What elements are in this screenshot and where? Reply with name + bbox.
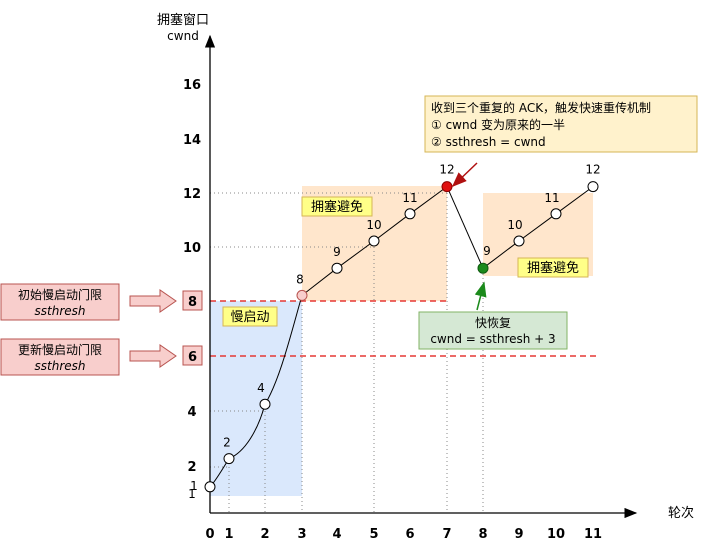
cwnd-series-line <box>446 186 484 269</box>
loss-callout-line3: ② ssthresh = cwnd <box>431 135 546 149</box>
initial-ssthresh-label-1: 初始慢启动门限 <box>18 287 102 302</box>
y-tick: 4 <box>187 405 196 420</box>
point-label: 10 <box>366 218 381 232</box>
cwnd-point <box>550 208 562 220</box>
cwnd-curves <box>209 186 594 488</box>
x-tick: 9 <box>514 527 523 542</box>
avoid-label-1: 拥塞避免 <box>311 199 363 215</box>
x-tick: 1 <box>224 527 233 542</box>
avoid-label-box-1 <box>301 196 373 217</box>
updated-ssthresh-label-2: ssthresh <box>35 359 86 373</box>
y-tick: 14 <box>183 133 201 148</box>
y-tick: 1 <box>188 487 196 501</box>
point-label: 12 <box>439 163 454 177</box>
point-label: 12 <box>585 163 600 177</box>
block-arrow-updated <box>129 344 177 368</box>
slow-start-region <box>210 301 302 496</box>
point-label: 9 <box>483 244 491 258</box>
cwnd-point <box>404 208 416 220</box>
initial-ssthresh-label-box <box>0 283 120 321</box>
point-label: 2 <box>223 436 231 450</box>
cwnd-point <box>259 398 271 410</box>
cwnd-point <box>477 262 489 274</box>
x-tick: 5 <box>369 527 378 542</box>
point-label: 4 <box>257 381 265 395</box>
y-tick: 16 <box>183 78 201 93</box>
point-label: 8 <box>296 272 304 286</box>
x-tick: 11 <box>584 527 602 542</box>
avoid-label-2: 拥塞避免 <box>527 260 579 276</box>
cwnd-point <box>513 235 525 247</box>
cwnd-point <box>587 181 599 193</box>
x-axis-title: 轮次 <box>668 505 694 521</box>
loss-arrow <box>451 162 478 188</box>
loss-callout <box>424 95 698 153</box>
cwnd-series-line <box>209 186 448 488</box>
point-label: 11 <box>544 191 559 205</box>
updated-ssthresh-label-1: 更新慢启动门限 <box>18 342 102 357</box>
loss-callout-line2: ① cwnd 变为原来的一半 <box>431 117 565 132</box>
x-tick: 2 <box>260 527 269 542</box>
loss-callout-line1: 收到三个重复的 ACK，触发快速重传机制 <box>431 100 651 115</box>
ssthresh-initial-value: 8 <box>188 295 197 310</box>
y-tick: 2 <box>187 460 196 475</box>
y-axis-title-2: cwnd <box>167 29 199 43</box>
slow-start-label: 慢启动 <box>230 309 269 325</box>
x-tick: 6 <box>405 527 414 542</box>
x-ticks: 0 1 2 3 4 5 6 7 8 9 10 11 <box>205 527 602 542</box>
x-tick: 4 <box>332 527 341 542</box>
point-label: 1 <box>190 479 198 493</box>
x-tick: 8 <box>478 527 487 542</box>
cwnd-point <box>331 262 343 274</box>
cwnd-point <box>368 235 380 247</box>
recovery-callout-line1: 快恢复 <box>475 316 511 330</box>
x-tick: 10 <box>547 527 565 542</box>
cwnd-point <box>441 181 453 193</box>
y-axis-title-1: 拥塞窗口 <box>157 12 209 28</box>
point-label: 11 <box>402 191 417 205</box>
ssthresh-updated-value: 6 <box>188 350 197 365</box>
y-tick: 10 <box>183 241 201 256</box>
ssthresh-initial-box <box>182 290 203 311</box>
slow-start-label-box <box>222 306 278 327</box>
x-tick: 3 <box>297 527 306 542</box>
ssthresh-updated-box <box>182 345 203 366</box>
block-arrow-initial <box>129 289 177 313</box>
point-label: 10 <box>507 218 522 232</box>
x-tick: 7 <box>442 527 451 542</box>
initial-ssthresh-label-2: ssthresh <box>35 304 86 318</box>
recovery-callout <box>418 311 568 350</box>
cwnd-point <box>204 481 216 493</box>
x-tick: 0 <box>205 527 214 542</box>
cwnd-point <box>296 289 308 301</box>
cwnd-point <box>223 453 235 465</box>
recovery-callout-line2: cwnd = ssthresh + 3 <box>430 332 555 346</box>
y-tick: 12 <box>183 187 201 202</box>
avoid-label-box-2 <box>517 257 589 278</box>
recovery-arrow <box>474 281 487 311</box>
point-label: 9 <box>333 245 341 259</box>
updated-ssthresh-label-box <box>0 338 120 376</box>
cwnd-series-line <box>482 186 594 269</box>
grid-helpers <box>210 192 484 513</box>
